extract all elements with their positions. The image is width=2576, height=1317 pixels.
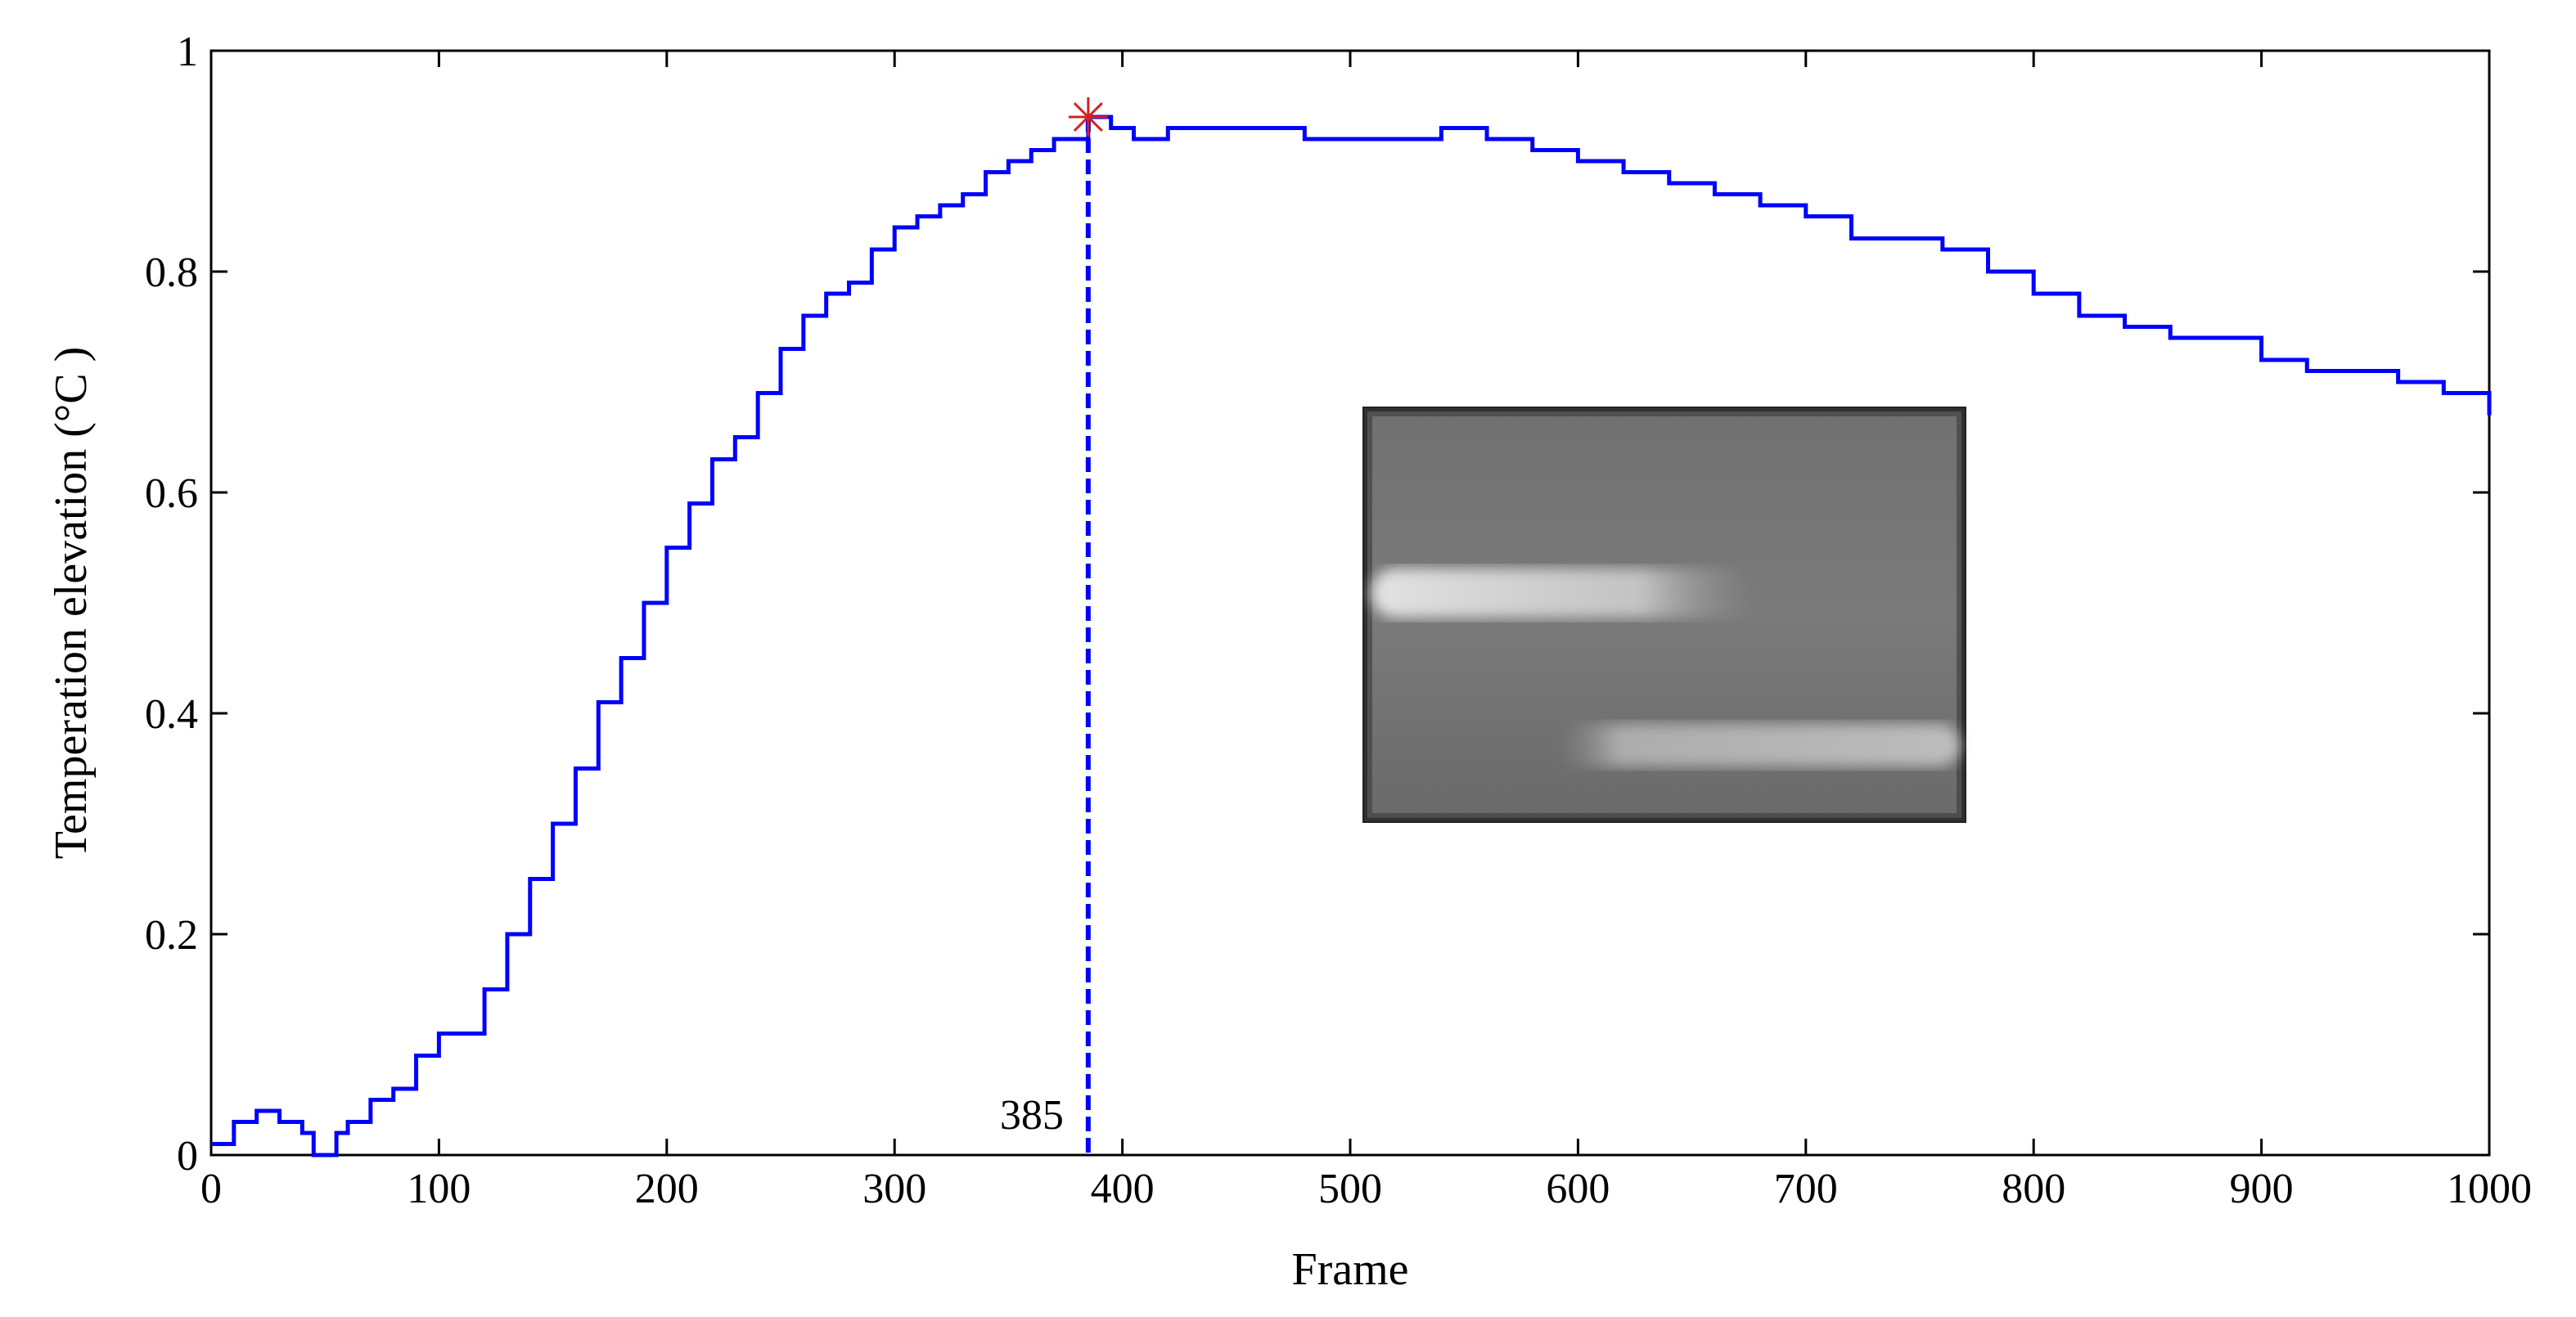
x-ticks: 0 100 200 300 400 500 600 700 800 900 1000 [200,51,2532,1212]
peak-marker [1068,97,1108,137]
x-tick-label: 100 [407,1166,471,1212]
x-tick-label: 1000 [2447,1166,2532,1212]
x-tick-label: 500 [1318,1166,1382,1212]
inset-thermal-image [1362,407,1966,823]
x-tick-label: 800 [2002,1166,2065,1212]
x-tick-label: 900 [2230,1166,2294,1212]
x-tick-label: 0 [200,1166,222,1212]
x-tick-label: 200 [635,1166,699,1212]
y-axis-title: Temperation elevation (°C ) [46,347,97,859]
x-tick-label: 700 [1774,1166,1838,1212]
y-ticks: 0 0.2 0.4 0.6 0.8 1 [145,29,2489,1180]
y-tick-label: 0.6 [145,470,198,517]
plot-frame [209,49,2491,1157]
x-axis-title: Frame [1291,1244,1408,1295]
peak-frame-label: 385 [1000,1092,1064,1139]
x-tick-label: 400 [1091,1166,1155,1212]
y-tick-label: 0.2 [145,912,198,959]
y-tick-label: 0 [177,1133,198,1180]
series-line [211,115,2492,1157]
y-tick-label: 1 [177,29,198,75]
peak-marker-stroke [1073,101,1103,133]
x-tick-label: 300 [862,1166,926,1212]
y-tick-label: 0.8 [145,249,198,296]
y-tick-label: 0.4 [145,691,198,738]
x-tick-label: 600 [1546,1166,1610,1212]
